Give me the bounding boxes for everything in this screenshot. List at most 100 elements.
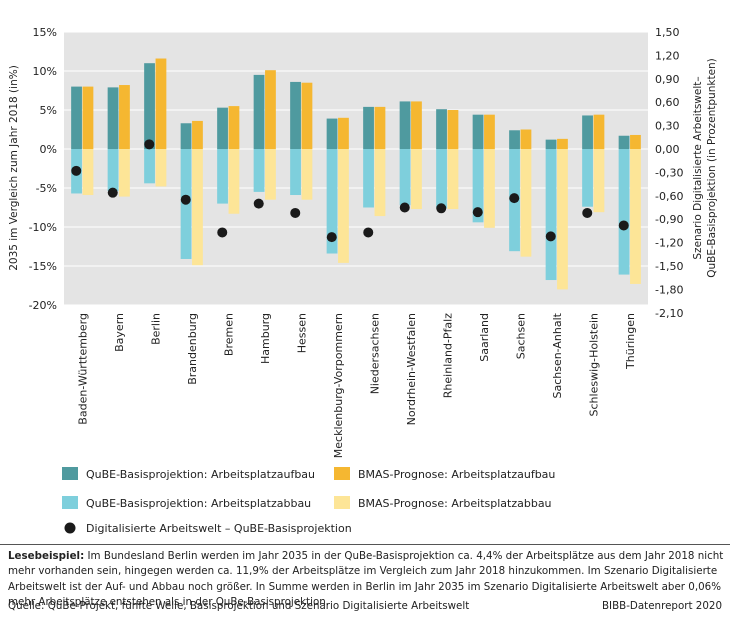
- bar-bmas-aufbau: [557, 138, 568, 149]
- x-category-label: Sachsen: [514, 313, 527, 359]
- bar-bmas-aufbau: [192, 120, 203, 149]
- bar-bmas-abbau: [119, 149, 130, 197]
- legend-label-bmas-abbau: BMAS-Prognose: Arbeitsplatzabbau: [358, 497, 552, 510]
- x-category-label: Saarland: [478, 313, 491, 362]
- bar-bmas-abbau: [301, 149, 313, 200]
- y-axis-left: 15% 10% 5% 0% -5% -10% -15% -20%: [29, 26, 57, 312]
- x-category-label: Nordrhein-Westfalen: [405, 313, 418, 425]
- bar-qube-abbau: [545, 149, 557, 281]
- y-tick-right: -1,20: [655, 237, 683, 250]
- bar-bmas-aufbau: [593, 114, 605, 149]
- legend-marker-digital: [64, 522, 76, 534]
- legend-label-qube-abbau: QuBE-Basisprojektion: Arbeitsplatzabbau: [86, 497, 311, 510]
- bar-bmas-abbau: [630, 149, 641, 284]
- y-tick-right: -0,60: [655, 190, 683, 203]
- bar-qube-abbau: [107, 149, 119, 192]
- dot-digital: [399, 202, 410, 213]
- legend-label-qube-aufbau: QuBE-Basisprojektion: Arbeitsplatzaufbau: [86, 468, 315, 481]
- bar-qube-aufbau: [363, 106, 374, 149]
- bar-bmas-aufbau: [228, 106, 240, 149]
- bar-qube-abbau: [582, 149, 593, 207]
- dots: [71, 139, 629, 243]
- bar-qube-aufbau: [436, 109, 447, 149]
- x-axis-categories: Baden-Württemberg Bayern Berlin Brandenburg…: [76, 312, 637, 458]
- reading-example-label: Lesebeispiel:: [8, 550, 85, 562]
- bar-qube-aufbau: [144, 63, 155, 150]
- bar-bmas-aufbau: [447, 110, 459, 149]
- bar-bmas-aufbau: [411, 101, 422, 149]
- dot-digital: [290, 207, 301, 218]
- bar-qube-abbau: [290, 149, 301, 196]
- bar-qube-aufbau: [326, 118, 338, 149]
- bar-qube-aufbau: [618, 135, 630, 149]
- bar-bmas-aufbau: [338, 117, 349, 149]
- legend-swatch-bmas-aufbau: [334, 467, 350, 480]
- bar-qube-aufbau: [253, 74, 265, 149]
- dot-digital: [107, 187, 118, 198]
- bar-qube-abbau: [144, 149, 155, 184]
- bar-qube-aufbau: [290, 81, 301, 149]
- y-tick-right: -1,50: [655, 260, 683, 273]
- y-tick-right: 0,00: [655, 143, 680, 156]
- bar-bmas-abbau: [520, 149, 532, 257]
- bar-qube-aufbau: [217, 107, 228, 149]
- legend-swatch-bmas-abbau: [334, 496, 350, 509]
- bar-bmas-abbau: [411, 149, 422, 210]
- x-category-label: Baden-Württemberg: [76, 313, 89, 425]
- bar-bmas-aufbau: [265, 70, 276, 149]
- x-category-label: Sachsen-Anhalt: [551, 312, 564, 398]
- x-category-label: Thüringen: [624, 313, 637, 370]
- bar-qube-abbau: [399, 149, 411, 206]
- dot-digital: [545, 231, 556, 242]
- legend-swatch-qube-abbau: [62, 496, 78, 509]
- bar-qube-aufbau: [582, 115, 593, 149]
- y-tick-left: 5%: [40, 104, 57, 117]
- dot-digital: [144, 139, 155, 150]
- dot-digital: [71, 165, 82, 176]
- bar-bmas-abbau: [228, 149, 240, 214]
- dot-digital: [582, 207, 593, 218]
- bar-bmas-abbau: [155, 149, 167, 187]
- bar-qube-aufbau: [545, 139, 557, 149]
- x-category-label: Berlin: [149, 313, 162, 345]
- bar-bmas-aufbau: [630, 134, 641, 149]
- dot-digital: [180, 194, 191, 205]
- reading-example-text: Im Bundesland Berlin werden im Jahr 2035…: [8, 550, 724, 609]
- y-axis-right: 1,50 1,20 0,90 0,60 0,30 0,00 -0,30 -0,60 -0,90 -…: [655, 26, 683, 320]
- x-category-label: Schleswig-Holstein: [587, 313, 600, 416]
- bar-qube-abbau: [253, 149, 265, 192]
- dot-digital: [436, 203, 447, 214]
- y-tick-right: 1,50: [655, 26, 680, 39]
- dot-digital: [509, 193, 520, 204]
- dot-digital: [217, 227, 228, 238]
- y-axis-right-label-line1: Szenario Digitalisierte Arbeitswelt–: [692, 76, 704, 259]
- x-category-label: Brandenburg: [186, 313, 199, 385]
- bar-qube-abbau: [618, 149, 630, 275]
- dot-digital: [363, 227, 374, 238]
- bar-qube-aufbau: [509, 130, 520, 149]
- bar-bmas-abbau: [593, 149, 605, 213]
- credit: BIBB-Datenreport 2020: [601, 600, 722, 612]
- separator-line: [0, 544, 730, 545]
- bar-bmas-abbau: [265, 149, 276, 200]
- bar-bmas-abbau: [82, 149, 94, 196]
- bar-bmas-aufbau: [82, 86, 94, 149]
- x-category-label: Mecklenburg-Vorpommern: [332, 313, 345, 458]
- bar-qube-aufbau: [180, 123, 192, 149]
- y-tick-right: 0,30: [655, 120, 680, 133]
- bar-bmas-aufbau: [301, 82, 313, 149]
- x-category-label: Hessen: [295, 313, 308, 353]
- y-tick-left: -5%: [36, 182, 57, 195]
- x-category-label: Bremen: [222, 313, 235, 356]
- y-tick-right: -1,80: [655, 283, 683, 296]
- y-tick-right: 0,90: [655, 73, 680, 86]
- bar-qube-aufbau: [472, 114, 484, 149]
- bar-qube-abbau: [363, 149, 374, 208]
- y-tick-right: -2,10: [655, 307, 683, 320]
- bar-bmas-aufbau: [155, 58, 167, 149]
- y-tick-left: -15%: [29, 260, 57, 273]
- y-tick-right: 0,60: [655, 96, 680, 109]
- bar-bmas-abbau: [484, 149, 495, 228]
- y-tick-left: 15%: [33, 26, 57, 39]
- dot-digital: [618, 220, 629, 231]
